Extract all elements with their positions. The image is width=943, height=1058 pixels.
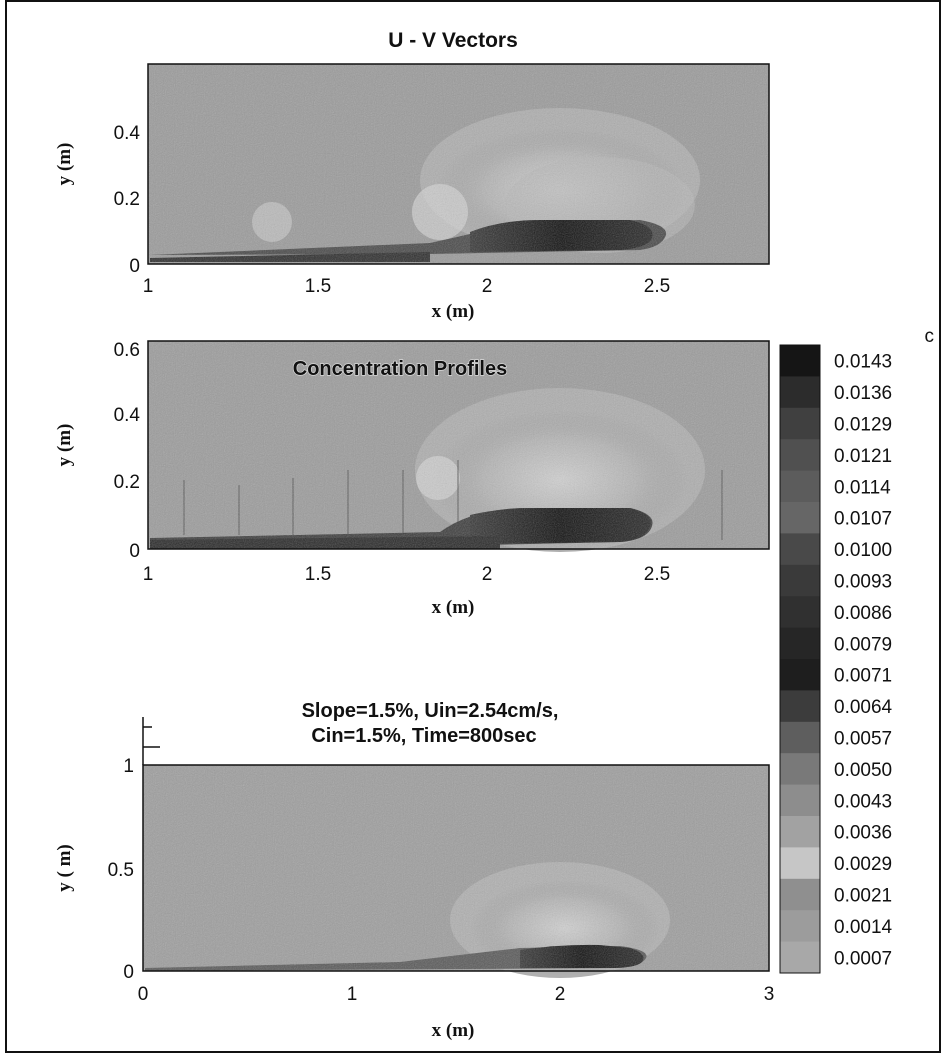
colorbar-swatch <box>780 784 820 817</box>
colorbar-swatch <box>780 941 820 974</box>
panel2-ytick: 0.4 <box>114 405 141 426</box>
panel2-ytick: 0.2 <box>114 472 140 493</box>
colorbar-swatch <box>780 721 820 754</box>
colorbar-level-label: 0.0100 <box>834 540 892 561</box>
colorbar-level-label: 0.0007 <box>834 948 892 969</box>
panel2-yaxis: 0 0.2 0.4 0.6 y (m) <box>54 340 140 562</box>
panel3-title-line1: Slope=1.5%, Uin=2.54cm/s, <box>302 700 559 722</box>
colorbar-swatch <box>780 596 820 629</box>
colorbar-swatch <box>780 564 820 597</box>
panel3-ytick: 0.5 <box>108 860 134 881</box>
figure-frame <box>5 0 941 1053</box>
colorbar-swatch <box>780 753 820 786</box>
colorbar-border <box>779 344 821 974</box>
panel1-xlabel: x (m) <box>432 301 475 322</box>
panel3-ytick: 0 <box>123 962 134 983</box>
colorbar-swatch <box>780 910 820 943</box>
panel1-ylabel: y (m) <box>54 143 75 186</box>
panel1-yaxis: 0 0.2 0.4 y (m) <box>54 123 140 277</box>
panel2-xaxis: 1 1.5 2 2.5 x (m) <box>143 564 671 618</box>
colorbar-swatch <box>780 439 820 472</box>
panel3-xaxis: 0 1 2 3 x (m) <box>138 984 775 1041</box>
colorbar-level-label: 0.0071 <box>834 666 892 687</box>
panel1-xaxis: 1 1.5 2 2.5 x (m) <box>143 276 671 322</box>
colorbar-level-label: 0.0050 <box>834 760 892 781</box>
colorbar-level-label: 0.0129 <box>834 415 892 436</box>
colorbar-swatch <box>780 847 820 880</box>
colorbar: 0.0143 0.0136 0.0129 0.0121 0.0114 0.0107 0.01… <box>779 344 893 974</box>
panel2-xtick: 1.5 <box>305 564 331 585</box>
panel3-ytick: 1 <box>123 756 134 777</box>
panel1-xtick: 1 <box>143 276 154 297</box>
panel2-ytick: 0.6 <box>114 340 140 361</box>
colorbar-swatch <box>780 502 820 534</box>
panel1-ytick: 0.2 <box>114 189 140 210</box>
colorbar-level-label: 0.0043 <box>834 791 892 812</box>
panel1-field <box>147 63 770 265</box>
panel3-xlabel: x (m) <box>432 1020 475 1041</box>
colorbar-level-label: 0.0057 <box>834 729 892 750</box>
panel3-xtick: 0 <box>138 984 149 1005</box>
colorbar-swatch <box>780 659 820 691</box>
panel1-title: U - V Vectors <box>388 29 518 52</box>
colorbar-swatch <box>780 533 820 566</box>
panel1-xtick: 2 <box>482 276 493 297</box>
colorbar-swatch <box>780 470 820 503</box>
colorbar-level-label: 0.0036 <box>834 823 892 844</box>
colorbar-level-label: 0.0136 <box>834 383 892 404</box>
panel1-xtick: 1.5 <box>305 276 331 297</box>
panel3-yaxis: 0 0.5 1 y ( m) <box>54 756 134 983</box>
panel2-xtick: 2 <box>482 564 493 585</box>
colorbar-level-label: 0.0064 <box>834 697 893 718</box>
colorbar-level-label: 0.0079 <box>834 634 892 655</box>
colorbar-swatch <box>780 878 820 911</box>
panel3-title-line2: Cin=1.5%, Time=800sec <box>311 725 536 747</box>
colorbar-level-label: 0.0093 <box>834 572 892 593</box>
panel2-ylabel: y (m) <box>54 424 75 467</box>
panel3-field <box>142 717 770 978</box>
colorbar-level-label: 0.0014 <box>834 917 893 938</box>
colorbar-level-label: 0.0029 <box>834 854 892 875</box>
colorbar-level-label: 0.0114 <box>834 477 891 498</box>
panel3-xtick: 2 <box>555 984 566 1005</box>
colorbar-level-label: 0.0086 <box>834 603 892 624</box>
colorbar-label: c <box>925 326 935 347</box>
panel3-xtick: 3 <box>764 984 775 1005</box>
colorbar-level-label: 0.0143 <box>834 352 892 373</box>
panel1-ytick: 0.4 <box>114 123 141 144</box>
colorbar-swatch <box>780 816 820 848</box>
colorbar-swatch <box>780 627 820 660</box>
panel1-xtick: 2.5 <box>644 276 670 297</box>
panel2-field: Concentration Profiles <box>147 340 770 552</box>
colorbar-level-label: 0.0107 <box>834 509 892 530</box>
panel3-xtick: 1 <box>347 984 358 1005</box>
panel2-ytick: 0 <box>129 541 140 562</box>
colorbar-level-label: 0.0121 <box>834 446 892 467</box>
colorbar-level-label: 0.0021 <box>834 886 892 907</box>
colorbar-swatch <box>780 345 820 377</box>
panel2-xtick: 1 <box>143 564 154 585</box>
panel2-xtick: 2.5 <box>644 564 670 585</box>
colorbar-swatch <box>780 690 820 723</box>
colorbar-swatch <box>780 376 820 409</box>
panel2-xlabel: x (m) <box>432 597 475 618</box>
colorbar-swatch <box>780 407 820 440</box>
panel3-ylabel: y ( m) <box>54 844 75 891</box>
panel2-title: Concentration Profiles <box>293 358 507 380</box>
panel1-ytick: 0 <box>129 256 140 277</box>
